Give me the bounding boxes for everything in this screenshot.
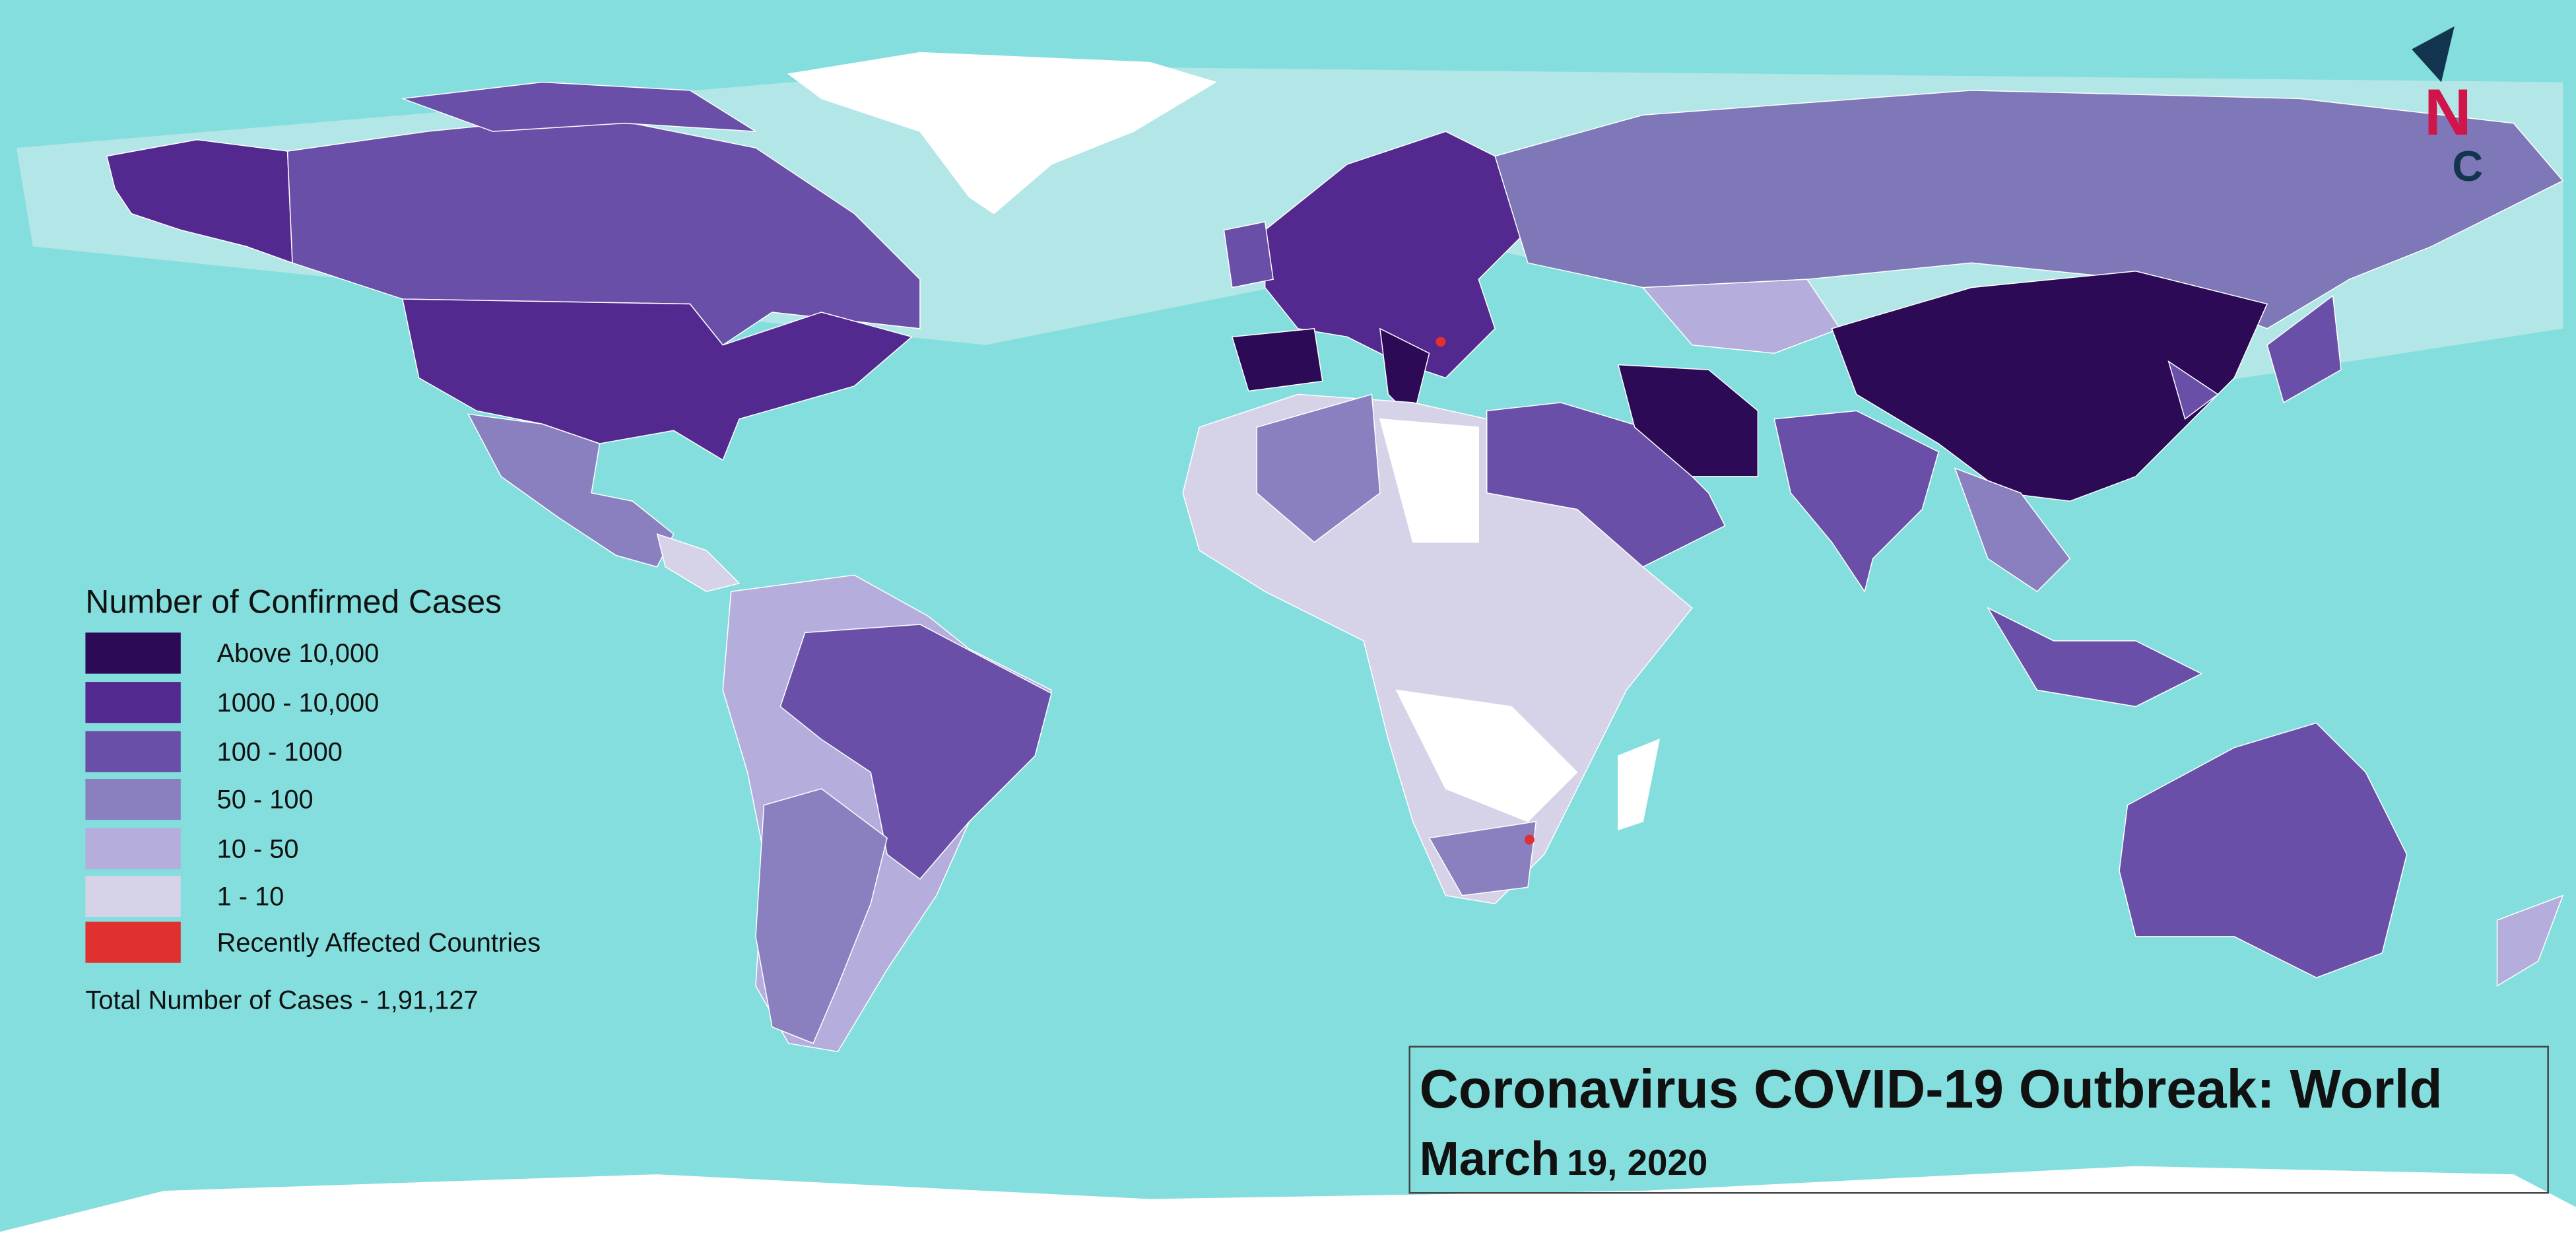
legend-swatch — [85, 731, 181, 772]
legend-swatch — [85, 632, 181, 674]
legend-label: 10 - 50 — [217, 834, 299, 863]
date-month: March — [1420, 1133, 1560, 1185]
legend-label: 100 - 1000 — [217, 738, 343, 767]
landmass — [0, 51, 2576, 1233]
legend-label: Above 10,000 — [217, 639, 380, 668]
date-rest: 19, 2020 — [1567, 1142, 1707, 1183]
logo-mark — [2412, 26, 2455, 83]
title-box — [1408, 1046, 2549, 1194]
legend-swatch — [85, 828, 181, 869]
legend-swatch — [85, 875, 181, 917]
date: March 19, 2020 — [1420, 1133, 1708, 1185]
legend-swatch — [85, 921, 181, 963]
legend: Number of Confirmed Cases Above 10,000 10… — [85, 583, 541, 963]
legend-swatch — [85, 682, 181, 723]
legend-swatch — [85, 778, 181, 820]
logo: N C — [2412, 26, 2483, 190]
title: Coronavirus COVID-19 Outbreak: World — [1420, 1059, 2443, 1119]
legend-label: Recently Affected Countries — [217, 928, 541, 957]
legend-title: Number of Confirmed Cases — [85, 583, 502, 620]
legend-label: 1 - 10 — [217, 883, 284, 912]
logo-n: N — [2424, 76, 2472, 149]
total-cases: Total Number of Cases - 1,91,127 — [85, 985, 478, 1015]
legend-label: 50 - 100 — [217, 785, 314, 815]
legend-label: 1000 - 10,000 — [217, 688, 380, 717]
logo-c: C — [2452, 142, 2483, 190]
